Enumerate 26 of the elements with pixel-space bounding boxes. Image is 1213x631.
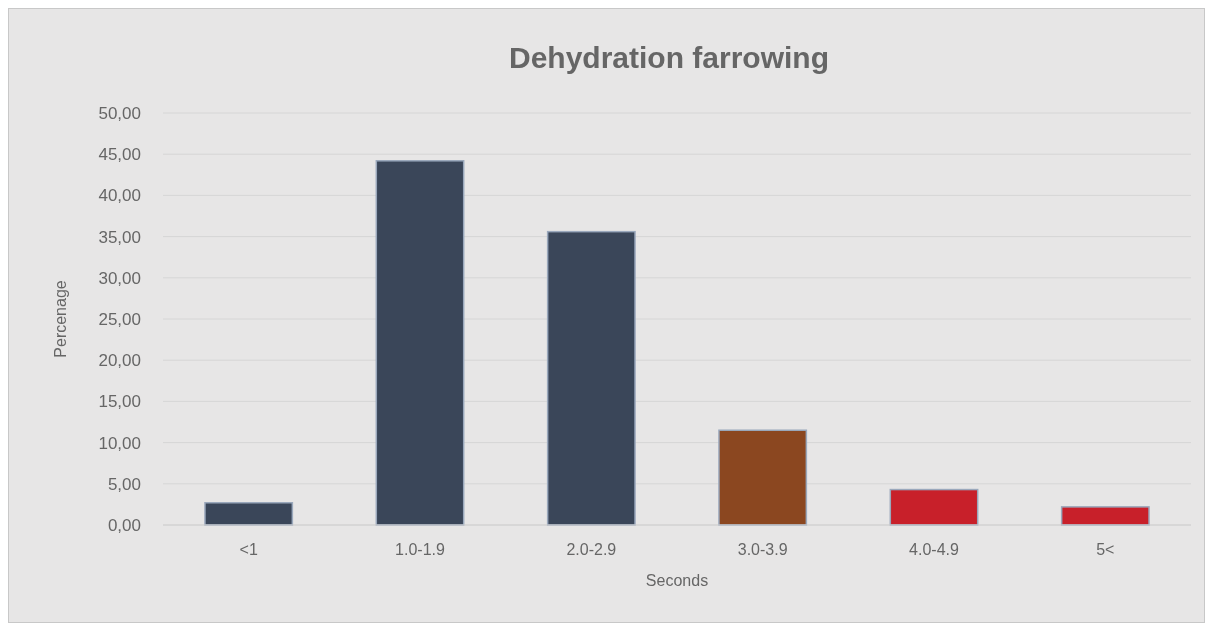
bar (375, 160, 465, 526)
x-tick-label: 5< (1096, 541, 1115, 558)
y-tick-label: 5,00 (107, 474, 141, 494)
bar (546, 230, 636, 526)
x-tick-label: 3.0-3.9 (737, 541, 788, 558)
bar (204, 502, 294, 526)
y-tick-label: 10,00 (98, 433, 141, 453)
y-tick-label: 20,00 (98, 351, 141, 371)
y-tick-label: 45,00 (98, 145, 141, 165)
chart-title: Dehydration farrowing (508, 41, 830, 74)
y-tick-label: 0,00 (107, 515, 141, 535)
y-tick-label: 50,00 (98, 103, 141, 123)
x-tick-label: 2.0-2.9 (566, 541, 617, 558)
x-tick-label: <1 (239, 541, 258, 558)
y-tick-label: 35,00 (98, 227, 141, 247)
y-axis-title: Percenage (52, 280, 69, 358)
x-tick-label: 4.0-4.9 (909, 541, 960, 558)
bar (718, 429, 808, 526)
x-axis-title: Seconds (645, 572, 709, 589)
y-tick-label: 15,00 (98, 392, 141, 412)
bar (1060, 506, 1150, 526)
y-tick-label: 30,00 (98, 268, 141, 288)
bar (889, 488, 979, 526)
x-tick-label: 1.0-1.9 (395, 541, 446, 558)
y-tick-label: 40,00 (98, 186, 141, 206)
y-tick-label: 25,00 (98, 309, 141, 329)
